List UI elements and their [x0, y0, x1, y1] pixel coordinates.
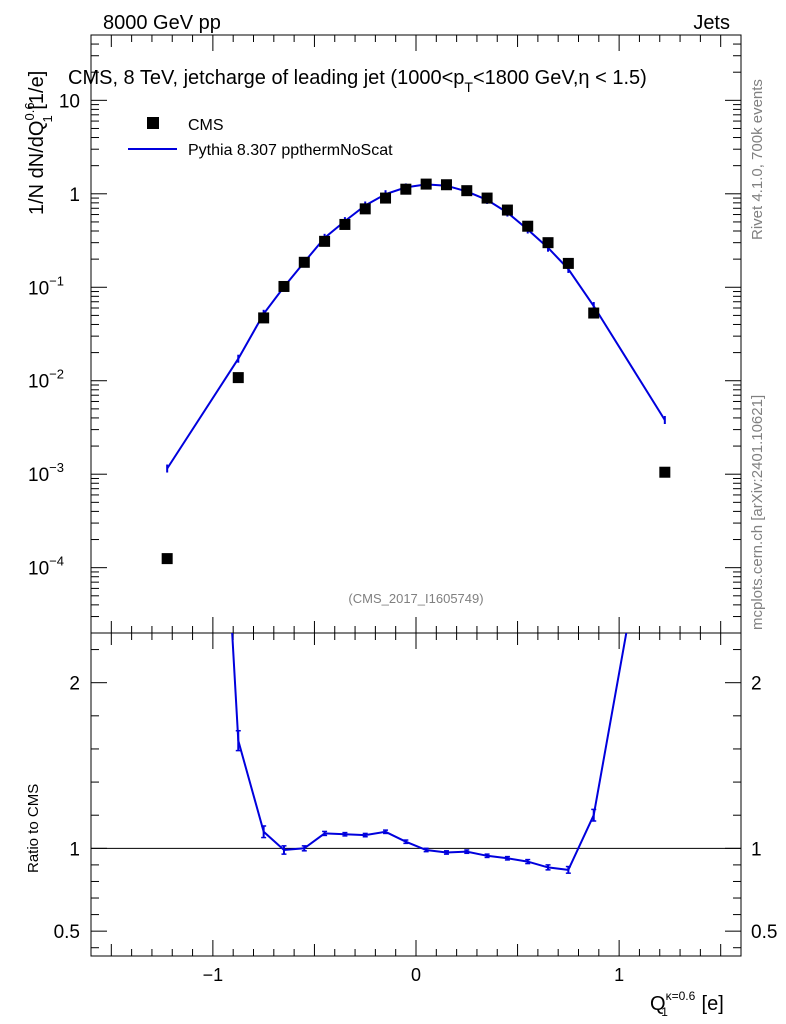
rivet-label: Rivet 4.1.0, 700k events: [749, 79, 766, 240]
cms-point: [400, 183, 412, 195]
ylabel-main: 1/N dN/dQ: [26, 121, 48, 215]
y-axis-ticks: [91, 34, 741, 634]
title-pre: CMS, 8 TeV, jetcharge of leading jet (10…: [68, 67, 464, 89]
y-tick-label: 10−4: [28, 554, 64, 580]
ratio-tick-label-right: 0.5: [751, 922, 777, 943]
ylabel-sup: 0.6: [22, 102, 37, 120]
cms-point: [420, 178, 432, 190]
cms-point: [588, 307, 600, 319]
cms-point: [161, 553, 173, 565]
legend-cms-marker: [147, 117, 159, 129]
ratio-tick-label-left: 1: [69, 839, 80, 860]
cms-point: [522, 220, 534, 232]
cms-point: [319, 235, 331, 247]
y-tick-label: 10: [59, 91, 80, 112]
x-tick-label: 1: [614, 965, 624, 985]
ratio-tick-label-right: 1: [751, 839, 762, 860]
x-tick-label: 0: [411, 965, 421, 985]
cms-point: [339, 218, 351, 230]
y-tick-label: 10−1: [28, 273, 64, 299]
energy-label: 8000 GeV pp: [103, 12, 221, 34]
cms-point: [258, 312, 270, 324]
x-tick-label: −1: [203, 965, 224, 985]
cms-point: [481, 192, 493, 204]
y-tick-label: 10−2: [28, 367, 64, 393]
ratio-tick-label-left: 0.5: [54, 922, 80, 943]
cms-point: [501, 204, 513, 216]
ratio-clip-group: [231, 633, 628, 874]
ratio-series: [231, 633, 628, 874]
cms-point: [542, 237, 554, 249]
cms-point: [440, 179, 452, 191]
cms-point: [562, 257, 574, 269]
cms-point: [278, 280, 290, 292]
ylabel-sub: 1: [40, 115, 55, 122]
xlabel-main: Q: [650, 993, 666, 1015]
title-post: <1800 GeV,η < 1.5): [473, 67, 647, 89]
mcplots-label: mcplots.cern.ch [arXiv:2401.10621]: [749, 395, 766, 630]
y-tick-label: 10−3: [28, 460, 64, 486]
pythia-line: [166, 183, 666, 470]
analysis-watermark: (CMS_2017_I1605749): [348, 591, 483, 606]
ratio-line: [231, 633, 628, 871]
cms-point: [359, 203, 371, 215]
x-axis-ticks: [110, 35, 722, 956]
y-axis-label: 1/N dN/dQ0.6 1 [1/e]: [22, 71, 55, 215]
x-axis-label: Qκ=0.6 1 [e]: [650, 989, 724, 1019]
cms-point: [461, 185, 473, 197]
cms-point: [659, 466, 671, 478]
legend: CMS Pythia 8.307 ppthermNoScat: [128, 117, 393, 159]
cms-series: [161, 178, 671, 565]
process-label: Jets: [693, 12, 730, 34]
xlabel-sub: 1: [661, 1005, 668, 1019]
cms-point: [232, 372, 244, 384]
ratio-axis-ticks: [91, 649, 741, 949]
chart-title: CMS, 8 TeV, jetcharge of leading jet (10…: [68, 67, 647, 95]
ratio-axis-label: Ratio to CMS: [25, 784, 42, 873]
ylabel-unit: [1/e]: [26, 71, 48, 115]
ratio-frame: [90, 632, 742, 957]
y-tick-label: 1: [69, 185, 80, 206]
cms-point: [380, 192, 392, 204]
pythia-series: [166, 180, 666, 473]
legend-cms-label: CMS: [188, 117, 224, 134]
cms-point: [298, 256, 310, 268]
tick-labels: −1 0 1 10−4 10−3 10−2 10−1 1 10 0.5 0.5 1 1 2 2: [28, 91, 777, 985]
xlabel-unit: [e]: [696, 993, 724, 1015]
ratio-tick-label-left: 2: [69, 674, 80, 695]
xlabel-sup: κ=0.6: [666, 989, 696, 1003]
ratio-tick-label-right: 2: [751, 674, 762, 695]
title-sub: T: [464, 79, 473, 95]
legend-pythia-label: Pythia 8.307 ppthermNoScat: [188, 142, 393, 159]
